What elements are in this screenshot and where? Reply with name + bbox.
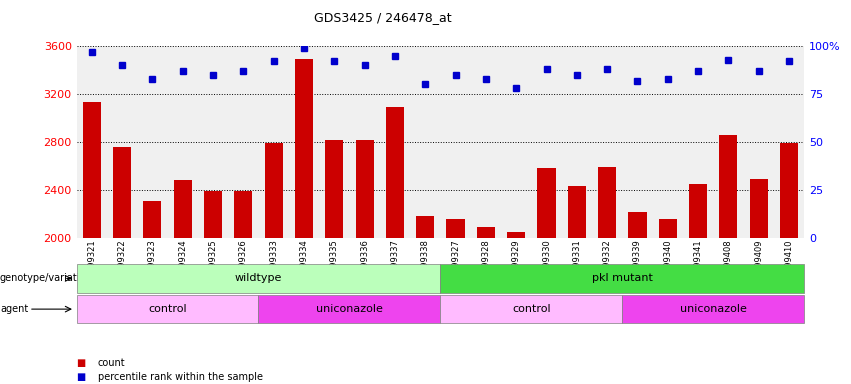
Bar: [294, 59, 313, 238]
Bar: [83, 103, 100, 238]
Bar: [447, 219, 465, 238]
Bar: [689, 184, 707, 238]
Text: agent: agent: [0, 304, 28, 314]
Bar: [356, 140, 374, 238]
Text: percentile rank within the sample: percentile rank within the sample: [98, 372, 263, 382]
Bar: [628, 212, 647, 238]
Bar: [477, 227, 495, 238]
Text: uniconazole: uniconazole: [680, 304, 746, 314]
Text: ■: ■: [77, 372, 86, 382]
Bar: [265, 143, 283, 238]
Bar: [234, 191, 253, 238]
Text: ■: ■: [77, 358, 86, 368]
Bar: [204, 191, 222, 238]
Bar: [568, 187, 585, 238]
Text: control: control: [148, 304, 187, 314]
Bar: [325, 140, 343, 238]
Bar: [174, 180, 191, 238]
Bar: [719, 135, 738, 238]
Bar: [537, 169, 556, 238]
Text: wildtype: wildtype: [235, 273, 283, 283]
Bar: [386, 107, 404, 238]
Bar: [143, 201, 162, 238]
Bar: [659, 219, 677, 238]
Text: genotype/variation: genotype/variation: [0, 273, 93, 283]
Bar: [750, 179, 768, 238]
Bar: [416, 217, 434, 238]
Bar: [598, 167, 616, 238]
Text: uniconazole: uniconazole: [316, 304, 383, 314]
Text: pkl mutant: pkl mutant: [591, 273, 653, 283]
Text: count: count: [98, 358, 125, 368]
Text: GDS3425 / 246478_at: GDS3425 / 246478_at: [314, 12, 452, 25]
Bar: [507, 232, 525, 238]
Bar: [113, 147, 131, 238]
Text: control: control: [512, 304, 551, 314]
Bar: [780, 143, 798, 238]
